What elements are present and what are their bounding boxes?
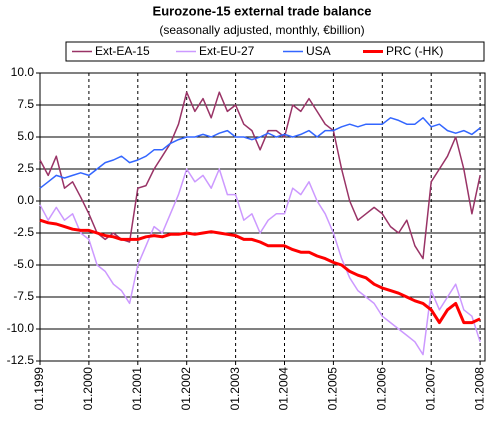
y-tick-label: 10.0	[11, 65, 35, 79]
y-tick-label: -10.0	[7, 321, 35, 335]
x-tick-label: 01.2003	[228, 367, 242, 411]
y-tick-label: 0.0	[17, 193, 34, 207]
y-tick-label: -7.5	[13, 289, 34, 303]
legend-label: Ext-EU-27	[199, 44, 255, 58]
legend-box	[65, 41, 485, 62]
x-tick-label: 01.1999	[32, 367, 46, 411]
y-tick-label: -12.5	[7, 353, 35, 367]
y-tick-label: 7.5	[17, 97, 34, 111]
x-tick-label: 01.2005	[326, 367, 340, 411]
x-tick-label: 01.2007	[423, 367, 437, 411]
y-tick-label: -5.0	[13, 257, 34, 271]
x-tick-label: 01.2002	[179, 367, 193, 411]
chart-title: Eurozone-15 external trade balance	[153, 3, 372, 18]
series-line	[39, 168, 481, 356]
y-tick-label: 5.0	[17, 129, 34, 143]
series-line	[39, 218, 481, 325]
series-line	[39, 117, 481, 189]
x-tick-label: 01.2008	[472, 367, 486, 411]
x-tick-label: 01.2004	[277, 367, 291, 411]
x-tick-label: 01.2000	[81, 367, 95, 411]
legend-label: PRC (-HK)	[386, 44, 443, 58]
y-tick-label: -2.5	[13, 225, 34, 239]
y-tick-label: 2.5	[17, 161, 34, 175]
x-tick-label: 01.2006	[374, 367, 388, 411]
legend-label: USA	[306, 44, 331, 58]
x-tick-label: 01.2001	[130, 367, 144, 411]
legend-label: Ext-EA-15	[95, 44, 150, 58]
series-line	[39, 91, 481, 260]
chart-subtitle: (seasonally adjusted, monthly, €billion)	[159, 23, 364, 37]
